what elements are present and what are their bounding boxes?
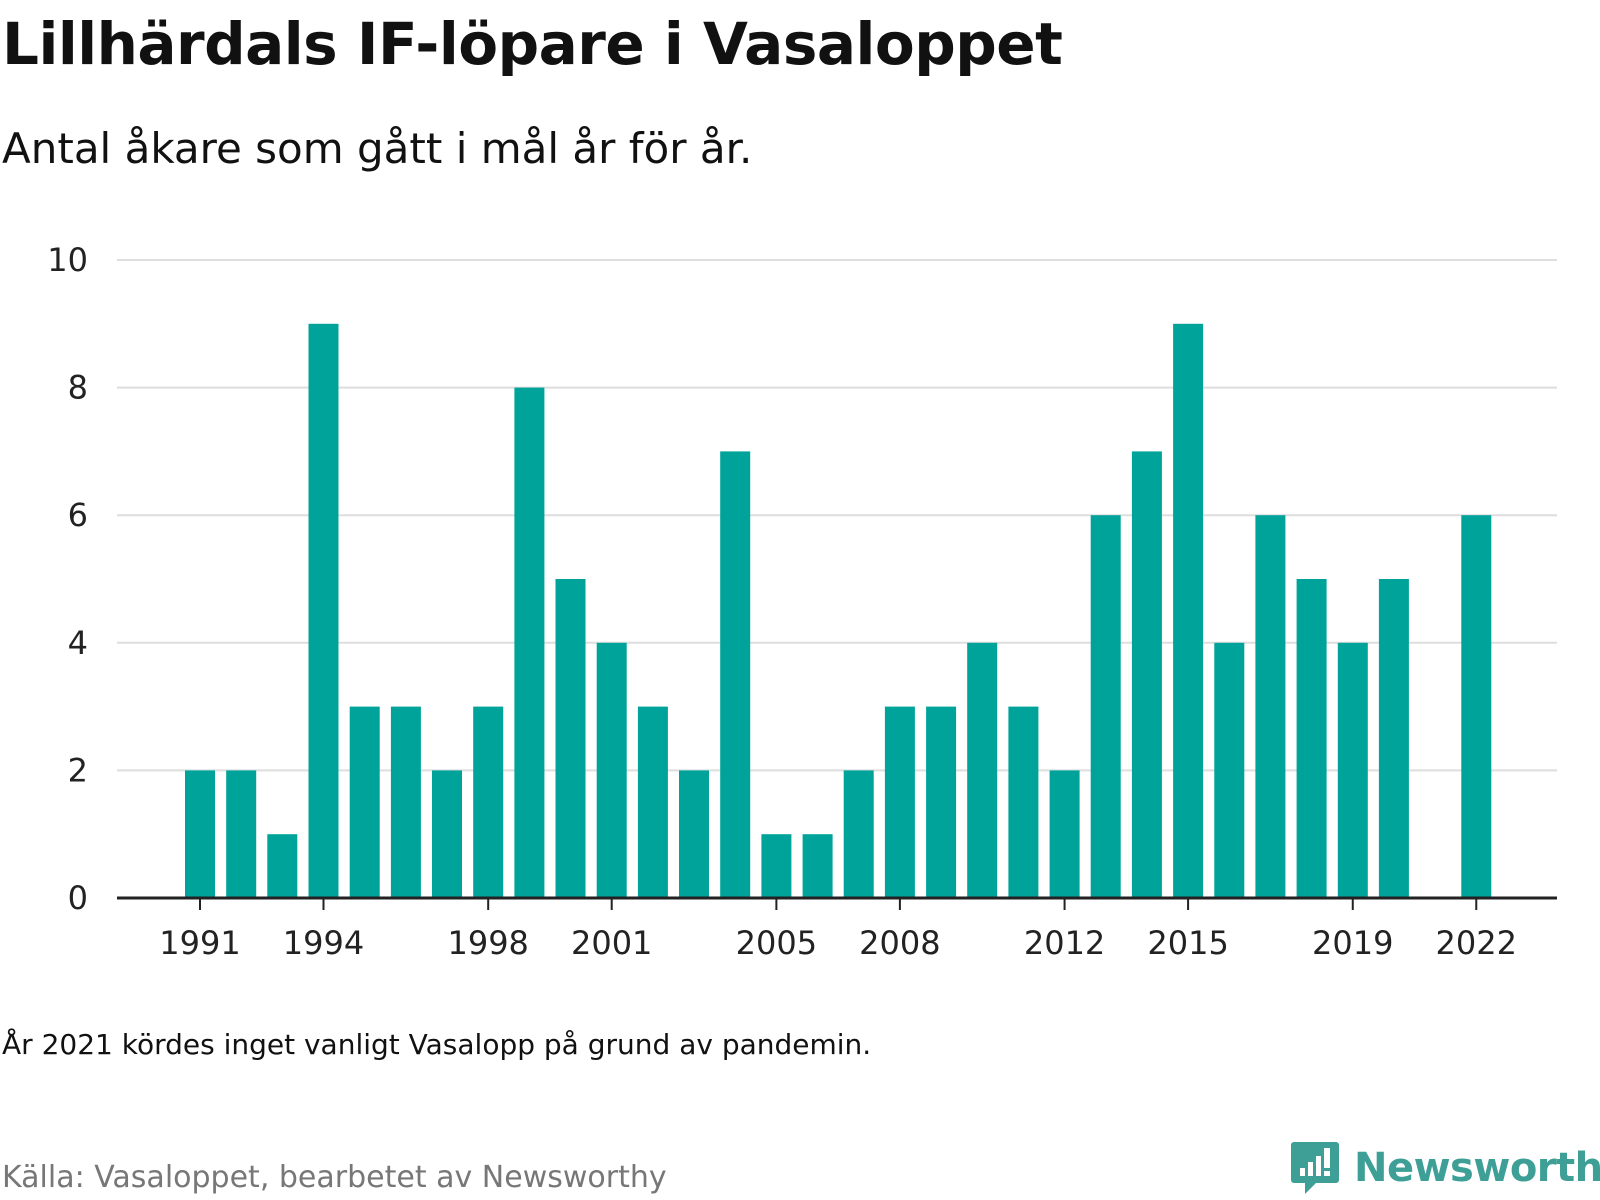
bar-2008 xyxy=(884,706,915,898)
bar-2002 xyxy=(637,706,668,898)
x-tick-label-2019: 2019 xyxy=(1312,924,1393,962)
bar-2015 xyxy=(1173,323,1204,898)
bar-1992 xyxy=(226,770,257,898)
bar-2017 xyxy=(1255,515,1286,898)
bar-chart: 0 2 4 6 8 10 1991 1994 1998 2001 2005 2008 2012 2015… xyxy=(47,241,1557,962)
x-tick-label-2001: 2001 xyxy=(571,924,652,962)
bar-2022 xyxy=(1461,515,1492,898)
bar-2000 xyxy=(555,579,586,898)
y-axis-labels: 0 2 4 6 8 10 xyxy=(47,241,88,917)
bar-2018 xyxy=(1296,579,1327,898)
x-tick-label-2005: 2005 xyxy=(736,924,817,962)
bars xyxy=(185,323,1492,898)
bar-2009 xyxy=(926,706,957,898)
bar-2007 xyxy=(843,770,874,898)
bar-2003 xyxy=(679,770,709,898)
bar-1994 xyxy=(308,323,339,898)
bar-2020 xyxy=(1378,579,1409,898)
source-note: Källa: Vasaloppet, bearbetet av Newswort… xyxy=(2,1160,667,1195)
bar-2011 xyxy=(1008,706,1039,898)
y-tick-label-4: 4 xyxy=(68,624,88,662)
y-tick-label-6: 6 xyxy=(68,496,88,534)
bar-2005 xyxy=(761,834,792,898)
x-tick-label-2008: 2008 xyxy=(859,924,940,962)
bar-1996 xyxy=(390,706,421,898)
bar-1993 xyxy=(267,834,298,898)
x-tick-label-2012: 2012 xyxy=(1024,924,1105,962)
y-tick-label-10: 10 xyxy=(47,241,88,279)
brand-name: Newsworthy xyxy=(1354,1145,1600,1191)
bar-2013 xyxy=(1090,515,1121,898)
brand-logo: Newsworthy xyxy=(1290,1140,1600,1196)
bar-1997 xyxy=(432,770,462,898)
x-tick-label-1998: 1998 xyxy=(447,924,528,962)
bar-2012 xyxy=(1049,770,1080,898)
bar-2010 xyxy=(967,642,998,898)
bar-2016 xyxy=(1214,642,1245,898)
newsworthy-logo-icon xyxy=(1291,1142,1339,1194)
y-tick-label-2: 2 xyxy=(68,751,88,789)
x-tick-label-2015: 2015 xyxy=(1147,924,1228,962)
bar-1995 xyxy=(349,706,380,898)
x-axis xyxy=(117,896,1557,910)
chart-title: Lillhärdals IF-löpare i Vasaloppet xyxy=(2,10,1063,78)
x-tick-label-1994: 1994 xyxy=(283,924,364,962)
y-tick-label-8: 8 xyxy=(68,369,88,407)
footnote: År 2021 kördes inget vanligt Vasalopp på… xyxy=(2,1028,872,1061)
bar-1991 xyxy=(185,770,215,898)
y-tick-label-0: 0 xyxy=(68,879,88,917)
bar-2006 xyxy=(802,834,833,898)
x-tick-label-1991: 1991 xyxy=(159,924,240,962)
chart-subtitle: Antal åkare som gått i mål år för år. xyxy=(2,124,753,173)
bar-1999 xyxy=(514,387,545,898)
bar-1998 xyxy=(473,706,504,898)
bar-2001 xyxy=(596,642,627,898)
x-axis-labels: 1991 1994 1998 2001 2005 2008 2012 2015 2019 2022 xyxy=(159,924,1517,962)
bar-2004 xyxy=(720,451,751,898)
bar-2019 xyxy=(1337,642,1368,898)
x-tick-label-2022: 2022 xyxy=(1436,924,1517,962)
bar-2014 xyxy=(1131,451,1162,898)
